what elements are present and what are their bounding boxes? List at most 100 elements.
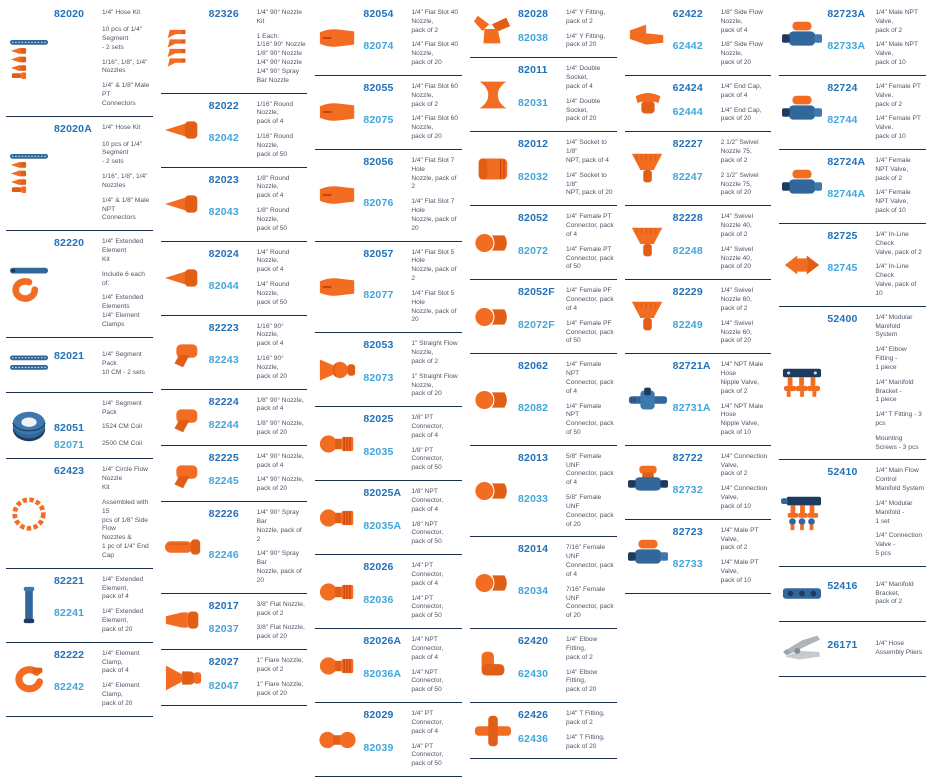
part-number[interactable]: 82072: [518, 244, 549, 257]
part-number[interactable]: 52410: [827, 466, 858, 479]
part-number[interactable]: 82074: [363, 40, 394, 53]
part-number[interactable]: 82035: [363, 445, 394, 458]
part-number[interactable]: 82226: [208, 508, 239, 521]
part-number[interactable]: 62422: [672, 8, 703, 20]
part-number[interactable]: 82035A: [363, 519, 402, 532]
part-number[interactable]: 82225: [208, 451, 239, 464]
part-number[interactable]: 82014: [518, 543, 549, 556]
part-number[interactable]: 82732: [672, 484, 703, 497]
part-number[interactable]: 82723: [672, 525, 703, 538]
part-number[interactable]: 82733: [672, 558, 703, 571]
part-number[interactable]: 82247: [672, 170, 703, 183]
part-number[interactable]: 82077: [363, 288, 394, 301]
part-number[interactable]: 82036: [363, 593, 394, 606]
part-number[interactable]: 82248: [672, 244, 703, 257]
part-number[interactable]: 82249: [672, 318, 703, 331]
part-number[interactable]: 82228: [672, 212, 703, 225]
part-number[interactable]: 82724A: [827, 155, 866, 168]
part-number[interactable]: 82744: [827, 114, 858, 127]
part-number[interactable]: 62426: [518, 709, 549, 722]
part-number[interactable]: 82052: [518, 212, 549, 225]
part-number[interactable]: 82082: [518, 401, 549, 414]
part-number[interactable]: 82723A: [827, 8, 866, 20]
part-number[interactable]: 26171: [827, 639, 858, 652]
part-number[interactable]: 82039: [363, 741, 394, 754]
part-number[interactable]: 82725: [827, 229, 858, 242]
part-number[interactable]: 82044: [208, 280, 239, 293]
part-number[interactable]: 82025A: [363, 487, 402, 500]
part-number[interactable]: 82033: [518, 493, 549, 506]
part-number[interactable]: 82027: [208, 656, 239, 669]
part-number[interactable]: 82073: [363, 371, 394, 384]
part-number[interactable]: 82053: [363, 339, 394, 352]
part-number[interactable]: 82029: [363, 709, 394, 722]
part-number[interactable]: 82022: [208, 99, 239, 112]
part-number[interactable]: 82025: [363, 413, 394, 426]
part-number[interactable]: 82241: [54, 607, 85, 620]
part-number[interactable]: 82221: [54, 574, 85, 587]
part-number[interactable]: 82052F: [518, 286, 555, 299]
product-row: 82025A 1/8" NPT Connector, pack of 4: [363, 488, 461, 514]
part-number[interactable]: 62444: [672, 105, 703, 118]
part-number[interactable]: 82722: [672, 451, 703, 464]
part-number[interactable]: 82021: [54, 350, 85, 363]
part-number[interactable]: 82024: [208, 247, 239, 260]
part-number[interactable]: 82037: [208, 623, 239, 636]
part-number[interactable]: 82242: [54, 681, 85, 694]
part-number[interactable]: 62442: [672, 40, 703, 53]
part-number[interactable]: 82038: [518, 31, 549, 44]
part-number[interactable]: 82227: [672, 138, 703, 151]
part-number[interactable]: 82220: [54, 237, 85, 250]
part-number[interactable]: 82028: [518, 8, 549, 20]
part-number[interactable]: 82224: [208, 395, 239, 408]
part-number[interactable]: 82744A: [827, 188, 866, 201]
part-number[interactable]: 82013: [518, 451, 549, 464]
part-number[interactable]: 82026A: [363, 635, 402, 648]
part-number[interactable]: 82721A: [672, 360, 711, 373]
part-number[interactable]: 62420: [518, 635, 549, 648]
part-number[interactable]: 82047: [208, 679, 239, 692]
part-number[interactable]: 82011: [518, 64, 548, 77]
part-number[interactable]: 82042: [208, 132, 239, 145]
part-number[interactable]: 82062: [518, 360, 549, 373]
part-number[interactable]: 82055: [363, 81, 394, 94]
part-number[interactable]: 62423: [54, 465, 85, 478]
part-number[interactable]: 82043: [208, 206, 239, 219]
part-number[interactable]: 82733A: [827, 40, 866, 53]
part-number[interactable]: 82244: [208, 419, 239, 432]
part-number[interactable]: 52400: [827, 312, 858, 325]
part-number[interactable]: 82034: [518, 584, 549, 597]
part-number[interactable]: 82724: [827, 81, 858, 94]
part-number[interactable]: 82031: [518, 96, 549, 109]
part-number[interactable]: 82229: [672, 286, 703, 299]
part-number[interactable]: 82056: [363, 155, 394, 168]
part-number[interactable]: 82222: [54, 648, 85, 661]
part-number[interactable]: 82072F: [518, 318, 555, 331]
part-number[interactable]: 82223: [208, 321, 239, 334]
part-number[interactable]: 82026: [363, 561, 394, 574]
part-number[interactable]: 82012: [518, 138, 549, 151]
part-number[interactable]: 82051: [54, 422, 85, 435]
part-number[interactable]: 82243: [208, 354, 239, 367]
part-number[interactable]: 62436: [518, 732, 549, 745]
part-number[interactable]: 82326: [208, 8, 239, 20]
part-number[interactable]: 82246: [208, 549, 239, 562]
part-number[interactable]: 82731A: [672, 401, 711, 414]
part-number[interactable]: 62424: [672, 81, 703, 94]
product-row: 82042 1/16" Round Nozzle, pack of 50: [209, 133, 307, 159]
part-number[interactable]: 82075: [363, 114, 394, 127]
part-number[interactable]: 82020A: [54, 122, 92, 135]
part-number[interactable]: 82076: [363, 197, 394, 210]
part-number[interactable]: 62430: [518, 667, 549, 680]
part-number[interactable]: 82745: [827, 262, 858, 275]
part-number[interactable]: 82020: [54, 8, 85, 20]
part-number[interactable]: 52416: [827, 579, 858, 592]
part-number[interactable]: 82057: [363, 247, 394, 260]
part-number[interactable]: 82054: [363, 8, 394, 20]
part-number[interactable]: 82245: [208, 475, 239, 488]
part-number[interactable]: 82017: [208, 599, 239, 612]
part-number[interactable]: 82032: [518, 170, 549, 183]
part-number[interactable]: 82036A: [363, 667, 402, 680]
part-number[interactable]: 82023: [208, 173, 239, 186]
part-number[interactable]: 82071: [54, 439, 85, 452]
